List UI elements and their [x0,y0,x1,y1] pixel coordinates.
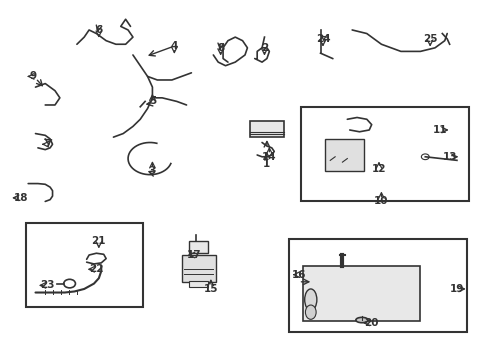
Bar [289,239,466,332]
Text: 6: 6 [95,25,102,35]
Text: 7: 7 [44,139,51,149]
Text: 24: 24 [316,34,330,44]
Bar [189,241,208,253]
Text: 9: 9 [29,71,37,81]
Text: 3: 3 [149,166,156,176]
Text: 13: 13 [442,152,457,162]
Text: 8: 8 [217,43,224,53]
Bar [189,281,208,287]
Text: 2: 2 [261,43,268,53]
Text: 25: 25 [423,34,438,44]
Ellipse shape [305,305,316,319]
Text: 15: 15 [204,284,218,294]
Bar [26,223,143,307]
Ellipse shape [356,318,368,323]
Text: 14: 14 [262,152,277,162]
Text: 12: 12 [372,164,386,174]
Bar [325,139,365,171]
Ellipse shape [305,289,317,310]
Text: 23: 23 [40,280,55,291]
Text: 21: 21 [92,236,106,246]
Text: 5: 5 [149,96,156,107]
Bar [301,107,469,202]
Text: 4: 4 [171,41,178,51]
Text: 18: 18 [14,193,28,203]
Text: 19: 19 [450,284,464,294]
Bar [250,121,284,137]
Text: 1: 1 [263,159,270,169]
Text: 22: 22 [89,264,104,274]
Bar [303,266,420,321]
Text: 10: 10 [374,197,389,206]
Text: 16: 16 [292,270,306,280]
Text: 17: 17 [187,250,201,260]
Text: 20: 20 [365,318,379,328]
Text: 11: 11 [433,125,447,135]
Bar [182,255,216,282]
